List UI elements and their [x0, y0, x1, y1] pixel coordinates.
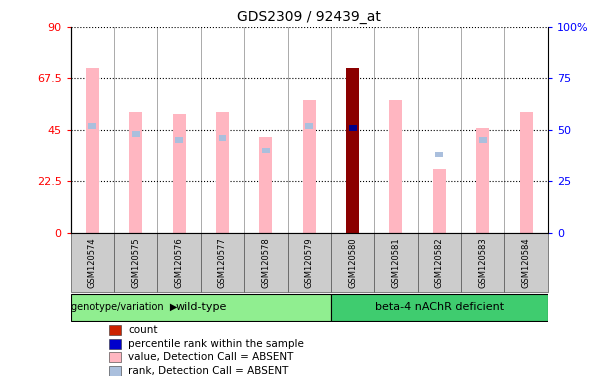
Bar: [303, 100, 316, 233]
Text: count: count: [128, 325, 157, 335]
Text: GSM120576: GSM120576: [174, 237, 184, 288]
Text: percentile rank within the sample: percentile rank within the sample: [128, 339, 304, 349]
Text: GSM120575: GSM120575: [131, 237, 140, 288]
Bar: [461, 233, 504, 292]
Text: GSM120584: GSM120584: [522, 237, 531, 288]
Bar: [374, 233, 418, 292]
Bar: [175, 137, 183, 143]
Bar: [109, 325, 121, 335]
Bar: [244, 233, 287, 292]
Text: wild-type: wild-type: [175, 302, 227, 312]
Text: GSM120583: GSM120583: [478, 237, 487, 288]
Bar: [504, 233, 548, 292]
Bar: [433, 169, 446, 233]
Text: value, Detection Call = ABSENT: value, Detection Call = ABSENT: [128, 353, 293, 362]
Title: GDS2309 / 92439_at: GDS2309 / 92439_at: [237, 10, 381, 25]
Bar: [173, 114, 186, 233]
Text: GSM120581: GSM120581: [392, 237, 401, 288]
Bar: [88, 123, 96, 129]
Bar: [476, 127, 489, 233]
Bar: [346, 68, 359, 233]
Bar: [114, 233, 157, 292]
Text: GSM120574: GSM120574: [88, 237, 97, 288]
Bar: [331, 233, 374, 292]
Bar: [259, 137, 272, 233]
Bar: [216, 111, 229, 233]
Text: GSM120582: GSM120582: [435, 237, 444, 288]
Bar: [305, 123, 313, 129]
Bar: [86, 68, 99, 233]
Bar: [71, 294, 331, 321]
Text: GSM120579: GSM120579: [305, 237, 314, 288]
Bar: [331, 294, 548, 321]
Bar: [262, 147, 270, 153]
Bar: [435, 152, 444, 157]
Bar: [418, 233, 461, 292]
Bar: [219, 135, 226, 141]
Bar: [132, 131, 140, 137]
Bar: [201, 233, 244, 292]
Text: GSM120578: GSM120578: [262, 237, 270, 288]
Text: GSM120577: GSM120577: [218, 237, 227, 288]
Bar: [519, 111, 532, 233]
Text: GSM120580: GSM120580: [348, 237, 357, 288]
Bar: [109, 353, 121, 362]
Bar: [129, 111, 142, 233]
Bar: [349, 125, 356, 131]
Bar: [157, 233, 201, 292]
Bar: [287, 233, 331, 292]
Bar: [389, 100, 402, 233]
Text: rank, Detection Call = ABSENT: rank, Detection Call = ABSENT: [128, 366, 288, 376]
Text: genotype/variation  ▶: genotype/variation ▶: [71, 302, 177, 312]
Bar: [71, 233, 114, 292]
Bar: [479, 137, 487, 143]
Bar: [109, 366, 121, 376]
Text: beta-4 nAChR deficient: beta-4 nAChR deficient: [375, 302, 504, 312]
Bar: [109, 339, 121, 349]
